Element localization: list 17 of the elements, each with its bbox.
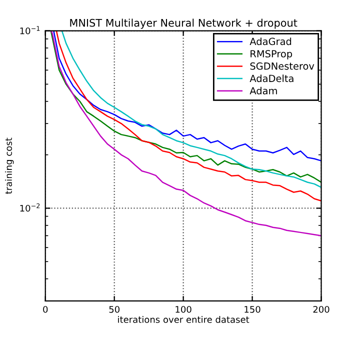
legend-label: Adam [250,86,277,94]
y-tick-label: 10$^{−1}$ [20,26,40,34]
line-series [53,30,322,162]
legend-label: SGDNesterov [250,62,314,70]
x-tick-label: 100 [176,306,192,313]
legend-label: AdaGrad [250,38,292,46]
x-tick-label: 50 [109,306,120,313]
x-tick-label: 150 [244,306,260,313]
chart-title: MNIST Multilayer Neural Network + dropout [70,18,298,29]
y-tick-label: 10$^{−2}$ [20,203,40,212]
y-axis-title: training cost [5,138,14,194]
legend-label: AdaDelta [250,74,294,82]
x-tick-label: 200 [313,306,330,313]
line-series [50,30,322,236]
x-tick-label: 0 [43,306,48,313]
legend-label: RMSProp [250,50,292,60]
x-axis-title: iterations over entire dataset [118,316,250,323]
